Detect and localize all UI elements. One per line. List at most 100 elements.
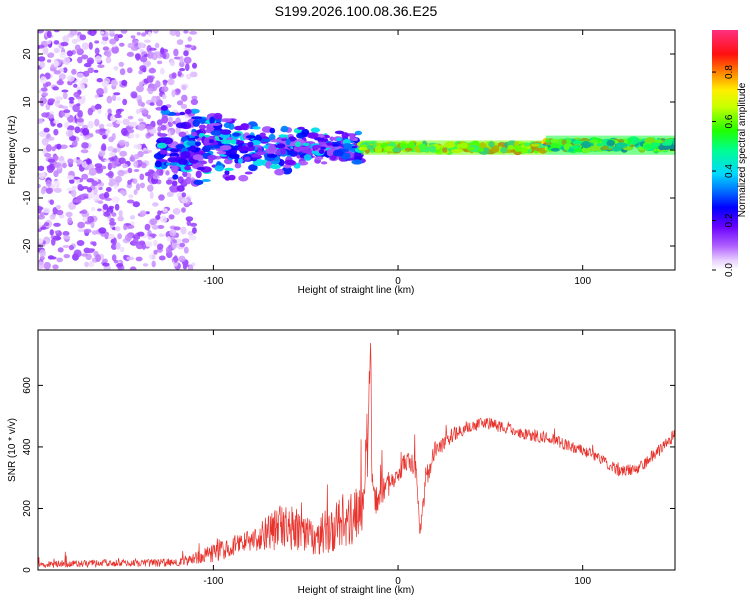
spectrogram-cell bbox=[63, 56, 71, 65]
snr-y-tick-label: 600 bbox=[22, 377, 33, 394]
spectrogram-cell bbox=[129, 215, 136, 220]
spectrogram-cell bbox=[141, 32, 147, 37]
spectrogram-cell bbox=[158, 233, 165, 237]
spectrogram-cell bbox=[351, 159, 363, 165]
spectrogram-cell bbox=[54, 100, 60, 108]
spectrogram-cell bbox=[139, 182, 145, 189]
spectrogram-cell bbox=[251, 153, 261, 158]
spectrogram-cell bbox=[111, 45, 119, 54]
spectrogram-cell bbox=[179, 242, 186, 248]
spectrogram-cell bbox=[298, 160, 309, 166]
spectrogram-cell bbox=[65, 211, 73, 217]
spectrogram-cell bbox=[97, 208, 102, 212]
spectrogram-cell bbox=[45, 187, 53, 194]
spectrogram-cell bbox=[128, 194, 134, 199]
spectrogram-cell bbox=[116, 97, 122, 101]
spectrogram-cell bbox=[72, 104, 80, 113]
spectrogram-cell bbox=[91, 180, 98, 186]
spectrogram-cell bbox=[160, 105, 168, 111]
spectrogram-cell bbox=[100, 40, 107, 45]
spectrogram-cell bbox=[97, 200, 104, 204]
spectrogram-cell bbox=[147, 50, 154, 59]
spectrogram-cell bbox=[81, 142, 89, 149]
spectrogram-cell bbox=[349, 133, 355, 141]
colorbar: 0.0 0.2 0.4 0.6 0.8 Normalized spectral ampl… bbox=[712, 30, 748, 277]
spectrogram-cell bbox=[64, 121, 70, 126]
spectrogram-cell bbox=[131, 121, 138, 127]
spectrogram-cell bbox=[137, 123, 145, 131]
spectrogram-cell bbox=[162, 208, 168, 213]
spectrogram-cell bbox=[206, 145, 217, 149]
spectrogram-cell bbox=[67, 158, 74, 165]
spectrogram-cell bbox=[307, 132, 319, 139]
spectrogram-cell bbox=[318, 149, 325, 155]
spectrogram-cell bbox=[184, 44, 192, 48]
spectrogram-cell bbox=[276, 143, 286, 149]
spectrogram-cell bbox=[146, 125, 154, 130]
spectrogram-cell bbox=[38, 89, 43, 94]
spectrogram-cell bbox=[105, 50, 112, 58]
spectrogram-cell bbox=[97, 64, 105, 68]
snr-frame bbox=[37, 329, 676, 571]
spectrogram-cell bbox=[255, 151, 267, 156]
spectrogram-cell bbox=[192, 227, 197, 234]
spectrogram-cell bbox=[87, 67, 94, 74]
spectrogram-cell bbox=[180, 226, 187, 235]
spectrogram-cell bbox=[207, 154, 217, 161]
spectrogram-cell bbox=[159, 168, 164, 176]
spectrogram-cell bbox=[181, 207, 186, 213]
spectrogram-x-axis-label: Height of straight line (km) bbox=[298, 285, 415, 296]
spectrogram-cell bbox=[354, 130, 362, 136]
spectrogram-cell bbox=[49, 229, 54, 236]
spectrogram-cell bbox=[98, 150, 106, 157]
spectrogram-cell bbox=[82, 77, 89, 84]
spectrogram-cell bbox=[120, 189, 126, 195]
snr-x-tick-label: -100 bbox=[203, 576, 223, 587]
spectrogram-cell bbox=[87, 120, 94, 129]
spectrogram-cell bbox=[201, 179, 211, 182]
spectrogram-cell bbox=[157, 225, 165, 229]
spectrogram-cell bbox=[336, 137, 342, 142]
spectrogram-cell bbox=[77, 183, 83, 190]
spectrogram-cell bbox=[158, 255, 166, 261]
spectrogram-cell bbox=[129, 266, 137, 270]
colorbar-tick-label: 0.2 bbox=[724, 213, 735, 227]
spectrogram-cell bbox=[127, 167, 133, 174]
spectrogram-cell bbox=[259, 132, 266, 138]
spectrogram-cell bbox=[40, 187, 46, 195]
spectrogram-cell bbox=[67, 75, 75, 82]
spectrogram-cell bbox=[162, 79, 168, 86]
spectrogram-cell bbox=[127, 115, 134, 120]
spectrogram-cell bbox=[126, 51, 134, 57]
snr-series-line bbox=[38, 342, 675, 569]
snr-panel: -100 0 100 0 200 400 600 Height of straight li… bbox=[7, 329, 676, 596]
spectrogram-cell bbox=[118, 139, 126, 146]
spectrogram-cell bbox=[148, 233, 157, 238]
spectrogram-band bbox=[545, 135, 675, 155]
spectrogram-cell bbox=[252, 126, 261, 130]
spectrogram-cell bbox=[81, 173, 89, 180]
spectrogram-cell bbox=[38, 165, 45, 171]
spectrogram-cell bbox=[190, 98, 199, 106]
spectrogram-cell bbox=[57, 247, 64, 253]
spectrogram-cell bbox=[49, 199, 55, 205]
spectrogram-cell bbox=[74, 44, 81, 51]
spectrogram-cell bbox=[175, 126, 181, 135]
spectrogram-cell bbox=[245, 135, 256, 139]
spectrogram-cell bbox=[148, 67, 156, 74]
spectrogram-cell bbox=[147, 184, 154, 192]
spectrogram-cell bbox=[139, 173, 145, 181]
spectrogram-cell bbox=[182, 264, 190, 268]
spectrogram-cell bbox=[83, 70, 90, 77]
spectrogram-cell bbox=[153, 249, 158, 255]
spectrogram-cell bbox=[45, 81, 52, 87]
spectrogram-cell bbox=[196, 167, 205, 171]
spectrogram-cell bbox=[102, 35, 109, 42]
spectrogram-cell bbox=[191, 116, 203, 120]
colorbar-tick-label: 0.8 bbox=[724, 65, 735, 79]
spectrogram-cell bbox=[44, 153, 52, 158]
spectrogram-cell bbox=[193, 179, 204, 186]
spectrogram-cell bbox=[186, 140, 198, 147]
spectrogram-cell bbox=[125, 141, 130, 148]
spectrogram-cell bbox=[297, 126, 305, 130]
